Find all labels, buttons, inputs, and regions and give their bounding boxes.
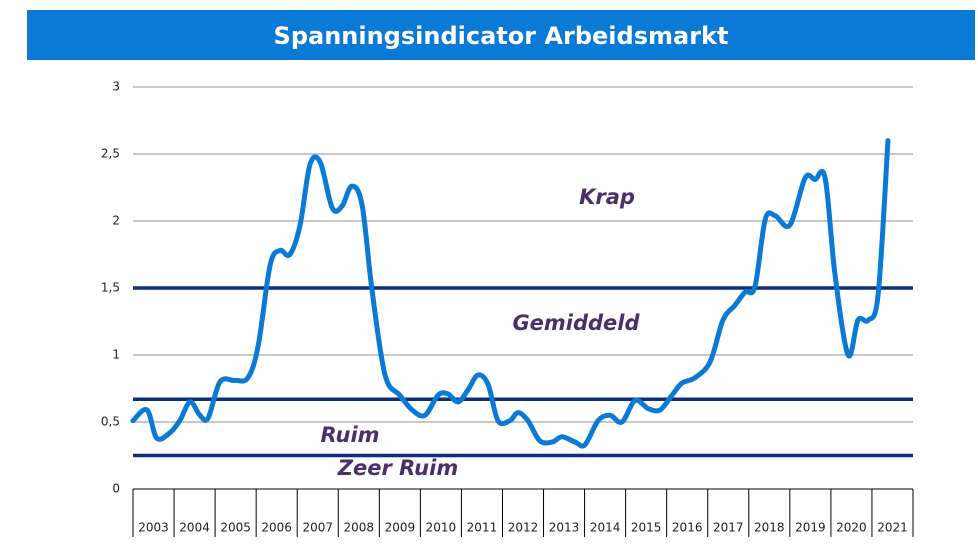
y-tick-label: 0 [112,482,120,496]
x-tick-label: 2005 [220,521,251,535]
x-tick-label: 2006 [261,521,292,535]
y-tick-label: 1 [112,348,120,362]
x-tick-label: 2020 [836,521,867,535]
zone-label: Zeer Ruim [337,456,458,480]
x-tick-label: 2018 [754,521,785,535]
zone-label: Gemiddeld [512,311,640,335]
y-tick-label: 3 [112,80,120,94]
x-tick-label: 2015 [631,521,662,535]
y-tick-label: 2 [112,214,120,228]
x-tick-label: 2003 [138,521,169,535]
y-tick-label: 2,5 [101,147,120,161]
x-tick-label: 2014 [590,521,621,535]
y-tick-label: 1,5 [101,281,120,295]
series-line [130,138,891,449]
x-tick-label: 2011 [467,521,498,535]
x-tick-label: 2009 [385,521,416,535]
x-tick-label: 2019 [795,521,826,535]
x-tick-label: 2004 [179,521,210,535]
x-tick-label: 2007 [302,521,333,535]
zone-label: Krap [579,185,635,209]
zone-label: Ruim [320,423,379,447]
x-tick-label: 2008 [344,521,375,535]
x-tick-label: 2021 [877,521,908,535]
x-tick-label: 2016 [672,521,703,535]
x-tick-label: 2013 [549,521,580,535]
x-tick-label: 2010 [426,521,457,535]
chart-title: Spanningsindicator Arbeidsmarkt [274,22,729,50]
title-bar [27,10,975,60]
x-tick-label: 2012 [508,521,539,535]
y-tick-label: 0,5 [101,415,120,429]
x-tick-label: 2017 [713,521,744,535]
